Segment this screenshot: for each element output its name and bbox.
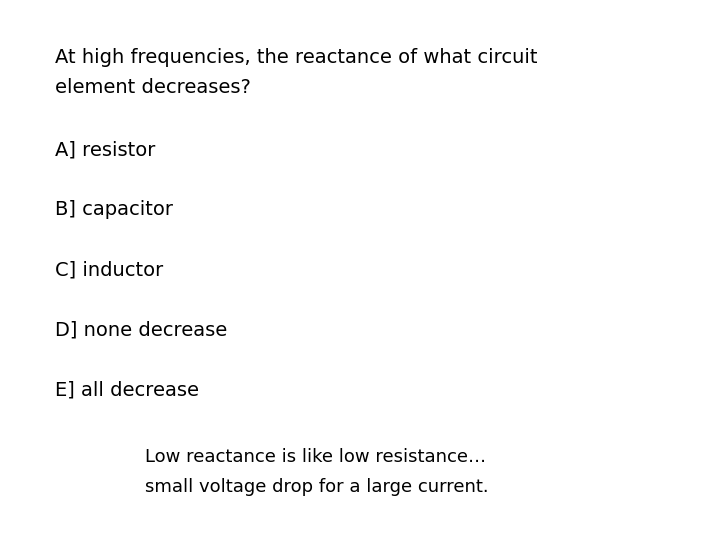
Text: E] all decrease: E] all decrease (55, 380, 199, 399)
Text: At high frequencies, the reactance of what circuit: At high frequencies, the reactance of wh… (55, 48, 538, 67)
Text: small voltage drop for a large current.: small voltage drop for a large current. (145, 478, 489, 496)
Text: element decreases?: element decreases? (55, 78, 251, 97)
Text: Low reactance is like low resistance…: Low reactance is like low resistance… (145, 448, 486, 466)
Text: C] inductor: C] inductor (55, 260, 163, 279)
Text: B] capacitor: B] capacitor (55, 200, 173, 219)
Text: D] none decrease: D] none decrease (55, 320, 228, 339)
Text: A] resistor: A] resistor (55, 140, 156, 159)
